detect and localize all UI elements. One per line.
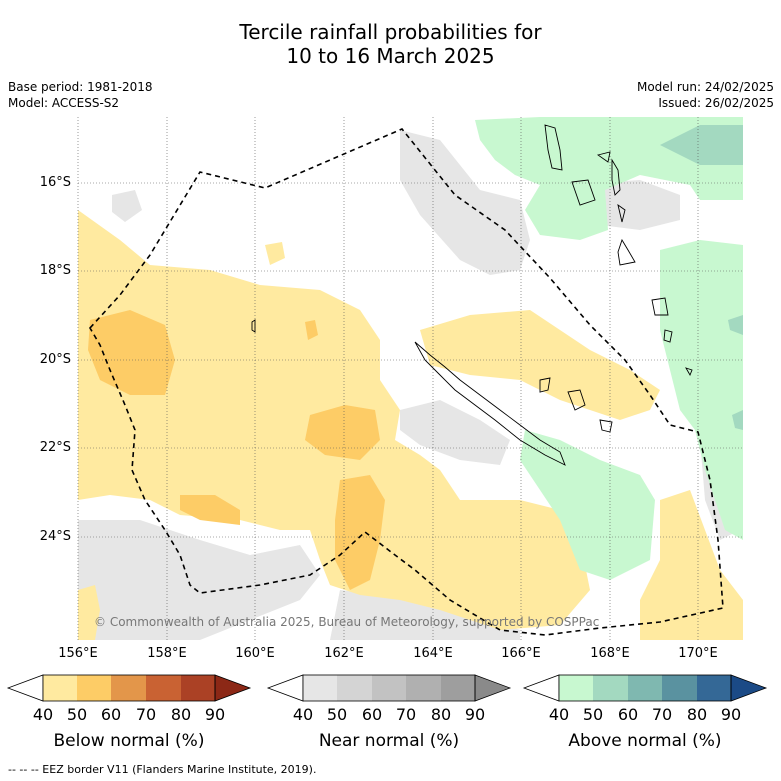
colorbar-tick: 70 — [395, 705, 417, 724]
colorbar-tick: 60 — [361, 705, 383, 724]
lon-tick-label: 166°E — [501, 646, 541, 661]
above-normal-region-strong — [732, 410, 743, 430]
lon-tick-label: 168°E — [590, 646, 630, 661]
colorbar-tick: 70 — [651, 705, 673, 724]
colorbar-tick: 40 — [548, 705, 570, 724]
colorbar-tick: 40 — [292, 705, 314, 724]
map-title-line2: 10 to 16 March 2025 — [286, 44, 495, 68]
coastlines — [251, 124, 693, 466]
issued-text: Issued: 26/02/2025 — [658, 96, 774, 110]
above-normal-region-strong — [728, 315, 743, 335]
below-normal-region — [640, 490, 743, 640]
model-text: Model: ACCESS-S2 — [8, 96, 120, 110]
below-normal-region — [420, 310, 660, 420]
vanuatu-coast — [544, 124, 636, 266]
new-caledonia-coast — [414, 341, 566, 466]
colorbar-tick: 90 — [720, 705, 742, 724]
colorbar-below-normal — [6, 674, 252, 702]
colorbar-tick: 50 — [326, 705, 348, 724]
colorbar-near-normal — [266, 674, 512, 702]
below-normal-region-strong — [180, 495, 240, 525]
lon-tick-label: 160°E — [235, 646, 275, 661]
colorbar-tick: 50 — [582, 705, 604, 724]
lat-tick-label: 24°S — [39, 529, 71, 544]
near-normal-region — [112, 190, 142, 222]
lat-tick-label: 16°S — [39, 175, 71, 190]
near-normal-region — [330, 590, 520, 640]
model-run-text: Model run: 24/02/2025 — [636, 80, 774, 94]
above-normal-region — [520, 430, 655, 580]
colorbar-tick: 80 — [170, 705, 192, 724]
below-normal-region — [78, 585, 100, 640]
lat-tick-label: 20°S — [39, 352, 71, 367]
eez-border-legend: -- -- -- EEZ border V11 (Flanders Marine… — [8, 763, 317, 776]
colorbar-tick: 60 — [100, 705, 122, 724]
colorbar-tick: 80 — [686, 705, 708, 724]
below-normal-region-strong — [305, 320, 318, 340]
copyright-text: © Commonwealth of Australia 2025, Bureau… — [94, 615, 600, 629]
lon-tick-label: 170°E — [678, 646, 718, 661]
colorbar-tick: 80 — [430, 705, 452, 724]
above-normal-region-strong — [660, 125, 743, 165]
lat-tick-label: 22°S — [39, 440, 71, 455]
matthew-hunter-coast — [651, 297, 693, 377]
loyalty-islands-coast — [539, 377, 613, 433]
colorbar-label-near-normal: Near normal (%) — [318, 731, 460, 751]
lon-tick-label: 156°E — [58, 646, 98, 661]
colorbar-tick: 60 — [617, 705, 639, 724]
colorbar-tick: 90 — [464, 705, 486, 724]
colorbar-tick: 40 — [32, 705, 54, 724]
lat-tick-label: 18°S — [39, 263, 71, 278]
lon-tick-label: 158°E — [147, 646, 187, 661]
colorbar-tick: 50 — [66, 705, 88, 724]
below-normal-region — [265, 242, 285, 265]
below-normal-region-strong — [88, 310, 175, 395]
near-normal-region — [400, 400, 510, 465]
map-gridlines — [77, 117, 743, 640]
probability-field — [78, 117, 743, 640]
above-normal-region — [660, 240, 743, 540]
colorbar-tick: 90 — [204, 705, 226, 724]
lon-tick-label: 162°E — [324, 646, 364, 661]
below-normal-region-strong — [335, 475, 385, 590]
base-period-text: Base period: 1981-2018 — [8, 80, 153, 94]
near-normal-region — [78, 520, 320, 640]
colorbar-label-below-normal: Below normal (%) — [53, 731, 205, 751]
below-normal-region-strong — [305, 405, 380, 460]
chesterfield-islands-coast — [251, 319, 256, 333]
colorbar-tick: 70 — [135, 705, 157, 724]
map-title-line1: Tercile rainfall probabilities for — [239, 20, 542, 44]
lon-tick-label: 164°E — [413, 646, 453, 661]
colorbar-label-above-normal: Above normal (%) — [568, 731, 722, 751]
colorbar-above-normal — [522, 674, 768, 702]
